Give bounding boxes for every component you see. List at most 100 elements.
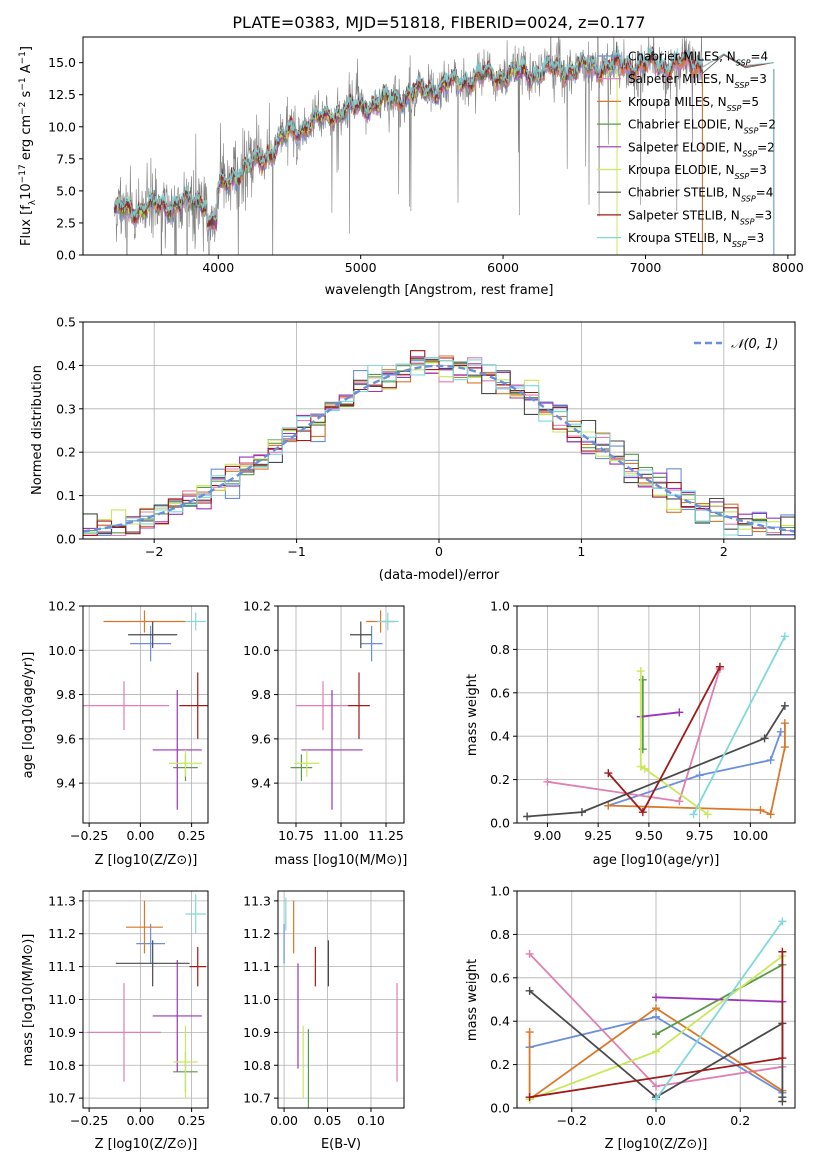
- weight-marker: [604, 801, 613, 810]
- axes-frame: [82, 321, 796, 540]
- x-tick-label: 0.05: [314, 1113, 342, 1128]
- weight-marker: [675, 708, 684, 717]
- y-tick-label: 1.0: [490, 599, 510, 614]
- y-tick-label: 10.0: [48, 119, 76, 134]
- y-tick-label: 10.7: [48, 1091, 76, 1106]
- weight-marker: [523, 812, 532, 821]
- errorbar-point: [128, 621, 178, 649]
- errorbar-point: [115, 940, 190, 987]
- errorbar-point: [173, 1025, 198, 1099]
- x-tick-label: −0.25: [70, 1113, 108, 1128]
- weight-marker: [652, 1095, 660, 1104]
- legend-label: Kroupa MILES, NSSP=5: [628, 95, 759, 113]
- y-tick-label: 0.4: [490, 729, 510, 744]
- weight_vs_Z-plot-area: [525, 917, 787, 1106]
- weight-marker: [636, 667, 645, 676]
- errorbar-point: [185, 612, 206, 631]
- weight-path: [692, 635, 786, 815]
- residuals-axes: −2 −1 0 1 2 0.0 0.1 0.2 0.3 0.4 0.5: [56, 315, 796, 559]
- y-tick-label: 0.0: [490, 816, 510, 831]
- weight-marker: [525, 1093, 534, 1102]
- weight-marker: [780, 701, 789, 710]
- weight-marker: [756, 805, 765, 814]
- errorbar-point: [294, 749, 320, 777]
- weight-path: [527, 705, 786, 818]
- weight-marker: [778, 947, 787, 956]
- y-tick-label: 1.0: [490, 884, 510, 899]
- errorbar-point: [136, 923, 165, 964]
- weight-marker: [652, 993, 660, 1002]
- weight-marker: [703, 810, 712, 819]
- legend-label: Kroupa ELODIE, NSSP=3: [628, 163, 767, 181]
- y-tick-label: 11.0: [243, 992, 271, 1007]
- mass_vs_Z-axes: −0.25 0.00 0.25 10.7 10.8 10.9 11.0 11.1 11.2 11.…: [48, 890, 209, 1128]
- x-tick-label: 9.00: [534, 828, 562, 843]
- x-tick-label: −0.25: [70, 828, 108, 843]
- y-tick-label: 11.3: [48, 893, 76, 908]
- weight-line: [652, 917, 787, 1104]
- axes-frame: [277, 605, 405, 824]
- weight-path: [655, 920, 784, 1100]
- x-axis-label: wavelength [Angstrom, rest frame]: [325, 283, 554, 298]
- y-tick-label: 0.1: [56, 488, 76, 503]
- y-axis-label: mass [log10(M/M⊙)]: [21, 934, 36, 1067]
- y-tick-label: 0.5: [56, 315, 76, 330]
- weight-marker: [636, 762, 645, 771]
- errorbar-point: [350, 621, 372, 649]
- y-tick-label: 0.2: [490, 1057, 510, 1072]
- weight-marker: [689, 810, 698, 819]
- weight-marker: [652, 1047, 660, 1056]
- weight_vs_age-axes: 9.00 9.25 9.50 9.75 10.00 0.0 0.2 0.4 0.6 0.8 1.0: [490, 599, 796, 843]
- y-tick-label: 10.2: [48, 599, 76, 614]
- x-tick-label: −0.2: [557, 1113, 587, 1128]
- y-tick-label: 10.7: [243, 1091, 271, 1106]
- x-axis-label: age [log10(age/yr)]: [593, 853, 720, 868]
- weight-marker: [652, 1082, 660, 1091]
- axes-frame: [82, 36, 796, 256]
- y-tick-label: 15.0: [48, 55, 76, 70]
- y-tick-label: 10.8: [48, 1058, 76, 1073]
- weight-line: [604, 719, 789, 819]
- weight-marker: [780, 743, 789, 752]
- errorbar-point: [296, 681, 350, 730]
- y-tick-label: 9.4: [251, 776, 271, 791]
- errorbar-point: [348, 672, 370, 739]
- errorbar-point: [152, 690, 202, 810]
- weight_vs_Z-axes: −0.2 0.0 0.2 0.0 0.2 0.4 0.6 0.8 1.0: [490, 884, 796, 1128]
- legend-label: Salpeter ELODIE, NSSP=2: [628, 140, 775, 158]
- y-tick-label: 11.2: [48, 926, 76, 941]
- figure-title: PLATE=0383, MJD=51818, FIBERID=0024, z=0…: [232, 13, 645, 32]
- weight-marker: [525, 986, 534, 995]
- weight-line: [543, 664, 724, 806]
- x-tick-label: 4000: [202, 260, 234, 275]
- weight-line: [636, 708, 684, 721]
- errorbar-point: [130, 625, 172, 662]
- legend-label: Chabrier ELODIE, NSSP=2: [628, 118, 776, 136]
- legend-label: Kroupa STELIB, NSSP=3: [628, 231, 764, 249]
- x-tick-label: 10.00: [732, 828, 768, 843]
- weight-marker: [543, 777, 552, 786]
- y-tick-label: 0.8: [490, 642, 510, 657]
- x-tick-label: 0.25: [178, 1113, 206, 1128]
- weight-path: [547, 668, 721, 803]
- y-tick-label: 0.4: [56, 358, 76, 373]
- y-tick-label: 10.8: [243, 1058, 271, 1073]
- weight-marker: [760, 734, 769, 743]
- y-tick-label: 11.1: [48, 959, 76, 974]
- errorbar-point: [152, 960, 202, 1072]
- errorbar-point: [185, 894, 206, 934]
- weight-marker: [766, 810, 775, 819]
- weight-path: [607, 666, 721, 814]
- y-tick-label: 0.6: [490, 970, 510, 985]
- x-axis-label: Z [log10(Z/Z⊙)]: [605, 1137, 708, 1152]
- weight-marker: [778, 1054, 787, 1063]
- residuals-plot-area: [83, 350, 795, 537]
- x-tick-label: 0.10: [357, 1113, 385, 1128]
- errorbar-point: [103, 610, 186, 633]
- errorbar-point: [377, 612, 399, 631]
- y-tick-label: 12.5: [48, 87, 76, 102]
- weight-marker: [525, 1028, 534, 1037]
- x-tick-label: 0.2: [730, 1113, 750, 1128]
- spectrum-axes: 4000 5000 6000 7000 8000 0.0 2.5 5.0 7.5 10.0 12.5…: [48, 36, 804, 275]
- x-tick-label: 1: [577, 544, 585, 559]
